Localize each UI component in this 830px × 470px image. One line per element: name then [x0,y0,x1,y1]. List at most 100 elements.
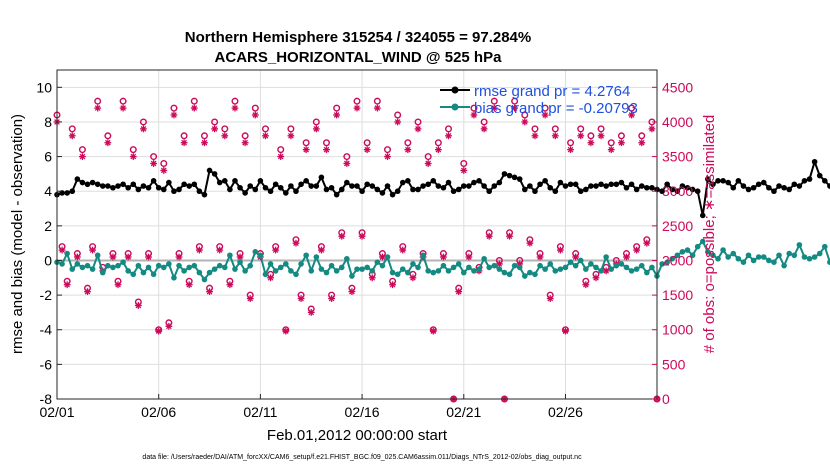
asterisk-stroke [140,126,147,132]
assimilated-obs-point [511,104,519,112]
bias-point [349,273,355,279]
rmse-point [374,186,381,193]
asterisk-stroke [435,146,442,153]
asterisk-stroke [567,146,574,153]
rmse-point [389,191,396,198]
rmse-point [313,183,320,189]
rmse-point [379,190,386,196]
assimilated-obs-point [185,281,193,289]
bias-point [272,268,279,274]
rmse-point [496,179,503,186]
bias-point [298,261,304,267]
y-tick-label-right: 0 [662,391,670,407]
assimilated-obs-point [160,167,168,174]
assimilated-obs-point [358,232,366,240]
asterisk-stroke [176,254,182,260]
assimilated-obs-point [460,167,468,174]
assimilated-obs-point [307,309,315,316]
asterisk-stroke [384,153,391,160]
asterisk-stroke [552,132,559,139]
rmse-point [410,186,416,193]
asterisk-stroke [603,268,609,274]
assimilated-obs-point [628,111,635,119]
asterisk-stroke [328,295,335,302]
rmse-point [821,178,828,184]
asterisk-stroke [496,261,503,267]
rmse-point [725,179,731,186]
rmse-point [694,188,701,195]
bias-point [242,268,248,274]
bias-point [776,252,782,259]
bias-point [374,259,381,266]
possible-obs-point [521,111,529,119]
possible-obs-point [119,97,127,105]
bias-point [201,276,208,283]
asterisk-stroke [221,132,228,139]
rmse-point [257,178,264,184]
bias-point [99,269,106,276]
possible-obs-point [170,104,178,112]
bias-point [745,252,752,259]
rmse-point [160,186,167,193]
asterisk-stroke [298,295,304,302]
rmse-point [252,186,259,193]
assimilated-obs-point [536,253,544,261]
asterisk-stroke [633,247,640,253]
y-axis-label-left: rmse and bias (model - observation) [9,114,26,354]
rmse-point [557,179,564,186]
bias-point [460,269,467,276]
possible-obs-point [617,132,625,140]
rmse-point [135,186,142,193]
assimilated-obs-point [109,253,117,261]
y-tick-label-left: 4 [44,183,52,199]
bias-point [486,264,493,271]
assimilated-obs-point [73,253,81,261]
possible-obs-point [567,139,575,147]
assimilated-obs-point [323,146,330,154]
assimilated-obs-point [440,253,447,261]
bias-point [435,268,442,274]
bias-point [399,266,406,272]
asterisk-stroke [649,126,655,132]
bias-point [384,254,391,260]
bias-point [542,266,548,272]
rmse-point [283,190,289,196]
possible-obs-point [551,125,559,133]
rmse-point [74,176,81,182]
rmse-point [196,188,203,195]
asterisk-stroke [64,281,71,288]
assimilated-obs-point [592,274,600,282]
bias-point [110,264,116,271]
rmse-point [730,184,737,191]
rmse-point [69,188,76,195]
possible-obs-point [404,139,412,147]
rmse-point [618,179,625,186]
grid [56,70,657,400]
possible-obs-point [211,118,219,126]
asterisk-stroke [511,105,518,111]
assimilated-obs-point [485,232,493,240]
possible-obs-point [577,125,585,133]
bias-point [181,268,187,274]
y-tick-label-left: 0 [44,252,52,268]
bias-point [247,262,254,269]
bias-point [211,266,218,272]
bias-point [344,255,350,262]
assimilated-obs-point [368,274,376,282]
bias-point [415,264,421,271]
rmse-point [206,167,213,174]
bias-point [59,261,65,267]
bias-point [323,269,330,276]
assimilated-obs-point [562,327,569,335]
asterisk-stroke [282,328,289,334]
assimilated-obs-point [521,118,529,126]
rmse-point [699,212,706,219]
bias-point [730,250,737,257]
possible-obs-point [460,160,468,168]
rmse-point [79,179,86,186]
bias-point [572,262,579,269]
bias-point [628,268,635,274]
rmse-point [679,183,686,189]
assimilated-obs-point [211,125,219,133]
rmse-point [201,191,208,198]
